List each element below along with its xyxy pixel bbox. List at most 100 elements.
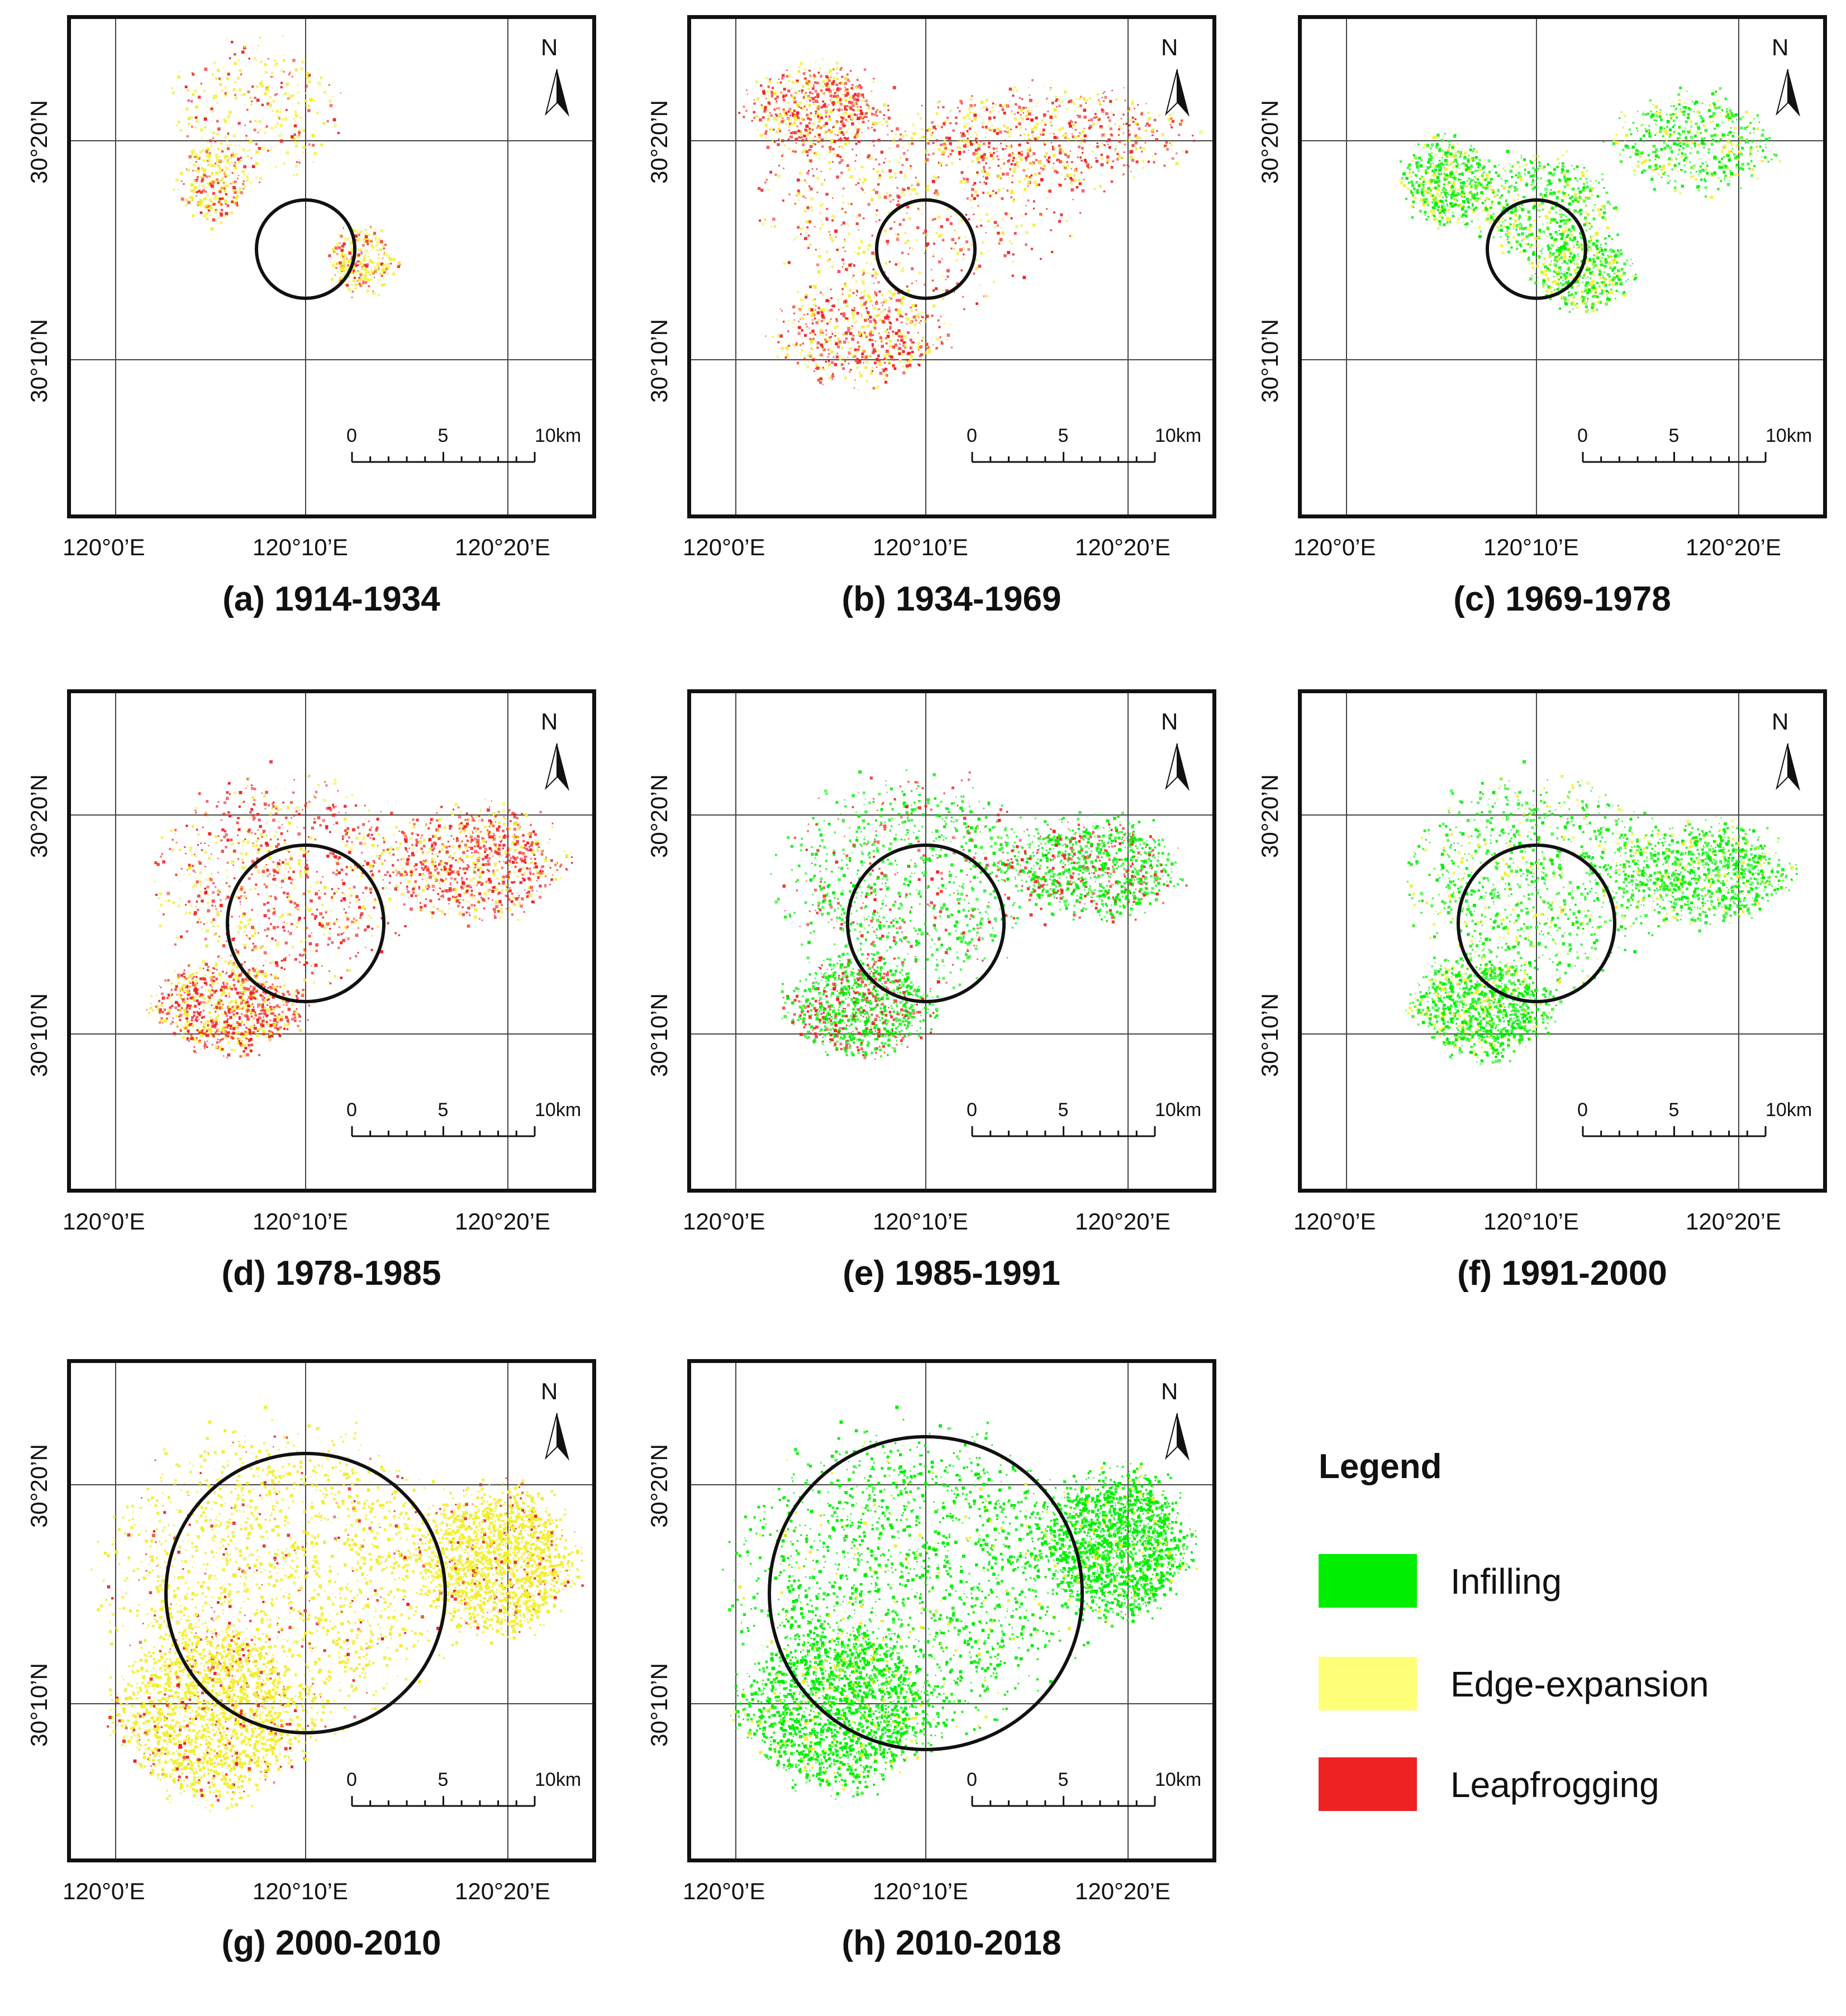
expansion-patches-c <box>1398 87 1781 313</box>
map-graphic-b <box>691 19 1212 514</box>
map-panel-a <box>67 15 596 518</box>
longitude-label: 120°10’E <box>873 1878 968 1905</box>
latitude-label: 30°10’N <box>1257 305 1283 417</box>
north-arrow-icon <box>1776 743 1800 791</box>
map-panel-g <box>67 1359 596 1862</box>
expansion-patches-d <box>146 760 573 1059</box>
north-arrow-label: N <box>1772 708 1788 735</box>
longitude-label: 120°20’E <box>1686 1208 1781 1235</box>
map-panel-h <box>687 1359 1216 1862</box>
scale-bar-label: 5 <box>1058 1099 1069 1121</box>
map-panel-d <box>67 689 596 1193</box>
longitude-label: 120°10’E <box>253 1208 348 1235</box>
panel-caption-e: (e) 1985-1991 <box>843 1254 1060 1293</box>
panel-caption-b: (b) 1934-1969 <box>842 579 1062 619</box>
latitude-label: 30°10’N <box>646 1649 673 1761</box>
latitude-label: 30°10’N <box>26 979 53 1091</box>
scale-bar-label: 0 <box>967 1769 977 1791</box>
scale-bar-label: 10km <box>1766 1099 1812 1121</box>
urban-core-circle <box>164 1452 447 1734</box>
longitude-label: 120°10’E <box>1483 534 1579 561</box>
urban-core-circle <box>768 1435 1084 1751</box>
map-graphic-h <box>691 1363 1212 1858</box>
legend-label-leapfrogging: Leapfrogging <box>1450 1764 1659 1805</box>
legend-swatch-leapfrogging <box>1319 1757 1417 1811</box>
map-graphic-a <box>71 19 592 514</box>
scale-bar-label: 10km <box>1155 1769 1201 1791</box>
longitude-label: 120°10’E <box>253 1878 348 1905</box>
expansion-patches-g <box>91 1405 584 1812</box>
scale-bar <box>971 1126 1156 1137</box>
latitude-label: 30°20’N <box>1257 760 1283 872</box>
expansion-patches-e <box>770 769 1188 1060</box>
north-arrow-label: N <box>1772 34 1788 61</box>
scale-bar-label: 10km <box>535 425 581 447</box>
longitude-label: 120°10’E <box>253 534 348 561</box>
scale-bar-label: 5 <box>438 1099 449 1121</box>
scale-bar <box>971 1796 1156 1807</box>
longitude-label: 120°0’E <box>683 1878 765 1905</box>
panel-caption-d: (d) 1978-1985 <box>222 1254 441 1293</box>
longitude-label: 120°20’E <box>1075 1208 1171 1235</box>
legend-item-edge-expansion: Edge-expansion <box>1319 1657 1821 1713</box>
expansion-patches-f <box>1405 760 1798 1065</box>
scale-bar-label: 5 <box>1058 1769 1069 1791</box>
scale-bar-label: 5 <box>438 425 449 447</box>
scale-bar-label: 5 <box>1669 1099 1680 1121</box>
map-graphic-d <box>71 693 592 1189</box>
north-arrow-label: N <box>541 708 558 735</box>
latitude-label: 30°10’N <box>646 305 673 417</box>
latitude-label: 30°10’N <box>26 1649 53 1761</box>
scale-bar <box>351 1796 536 1807</box>
urban-core-circle <box>875 198 977 300</box>
scale-bar-label: 10km <box>1766 425 1812 447</box>
panel-caption-c: (c) 1969-1978 <box>1453 579 1671 619</box>
north-arrow-label: N <box>1161 34 1178 61</box>
scale-bar <box>351 452 536 463</box>
north-arrow-label: N <box>541 1378 558 1405</box>
scale-bar <box>1582 1126 1767 1137</box>
panel-caption-a: (a) 1914-1934 <box>222 579 440 619</box>
north-arrow-label: N <box>1161 1378 1178 1405</box>
map-panel-e <box>687 689 1216 1193</box>
north-arrow-icon <box>545 69 569 117</box>
longitude-label: 120°20’E <box>1075 1878 1171 1905</box>
scale-bar <box>351 1126 536 1137</box>
longitude-label: 120°0’E <box>683 1208 765 1235</box>
legend-label-infilling: Infilling <box>1450 1561 1562 1602</box>
panel-caption-h: (h) 2010-2018 <box>842 1923 1062 1963</box>
scale-bar <box>971 452 1156 463</box>
legend-label-edge-expansion: Edge-expansion <box>1450 1664 1709 1705</box>
urban-core-circle <box>1457 843 1616 1003</box>
scale-bar-label: 10km <box>1155 425 1201 447</box>
longitude-label: 120°0’E <box>63 534 145 561</box>
longitude-label: 120°10’E <box>873 1208 968 1235</box>
legend-title: Legend <box>1319 1447 1441 1486</box>
latitude-label: 30°20’N <box>26 760 53 872</box>
north-arrow-icon <box>1165 743 1190 791</box>
scale-bar-label: 5 <box>1669 425 1680 447</box>
panel-caption-f: (f) 1991-2000 <box>1457 1254 1667 1293</box>
scale-bar-label: 0 <box>1577 425 1588 447</box>
north-arrow-icon <box>1165 1413 1190 1461</box>
north-arrow-icon <box>545 743 569 791</box>
latitude-label: 30°20’N <box>26 86 53 198</box>
map-graphic-g <box>71 1363 592 1858</box>
urban-core-circle <box>255 198 356 300</box>
longitude-label: 120°0’E <box>63 1208 145 1235</box>
latitude-label: 30°20’N <box>646 86 673 198</box>
scale-bar-label: 0 <box>967 425 977 447</box>
scale-bar-label: 0 <box>967 1099 977 1121</box>
longitude-label: 120°0’E <box>683 534 765 561</box>
longitude-label: 120°0’E <box>1293 1208 1376 1235</box>
scale-bar-label: 5 <box>438 1769 449 1791</box>
urban-core-circle <box>1486 198 1587 300</box>
scale-bar-label: 10km <box>535 1099 581 1121</box>
latitude-label: 30°10’N <box>26 305 53 417</box>
expansion-patches-h <box>722 1405 1198 1800</box>
scale-bar-label: 0 <box>346 425 357 447</box>
north-arrow-label: N <box>1161 708 1178 735</box>
expansion-patches-a <box>171 35 401 298</box>
longitude-label: 120°20’E <box>1075 534 1171 561</box>
legend-swatch-infilling <box>1319 1554 1417 1608</box>
